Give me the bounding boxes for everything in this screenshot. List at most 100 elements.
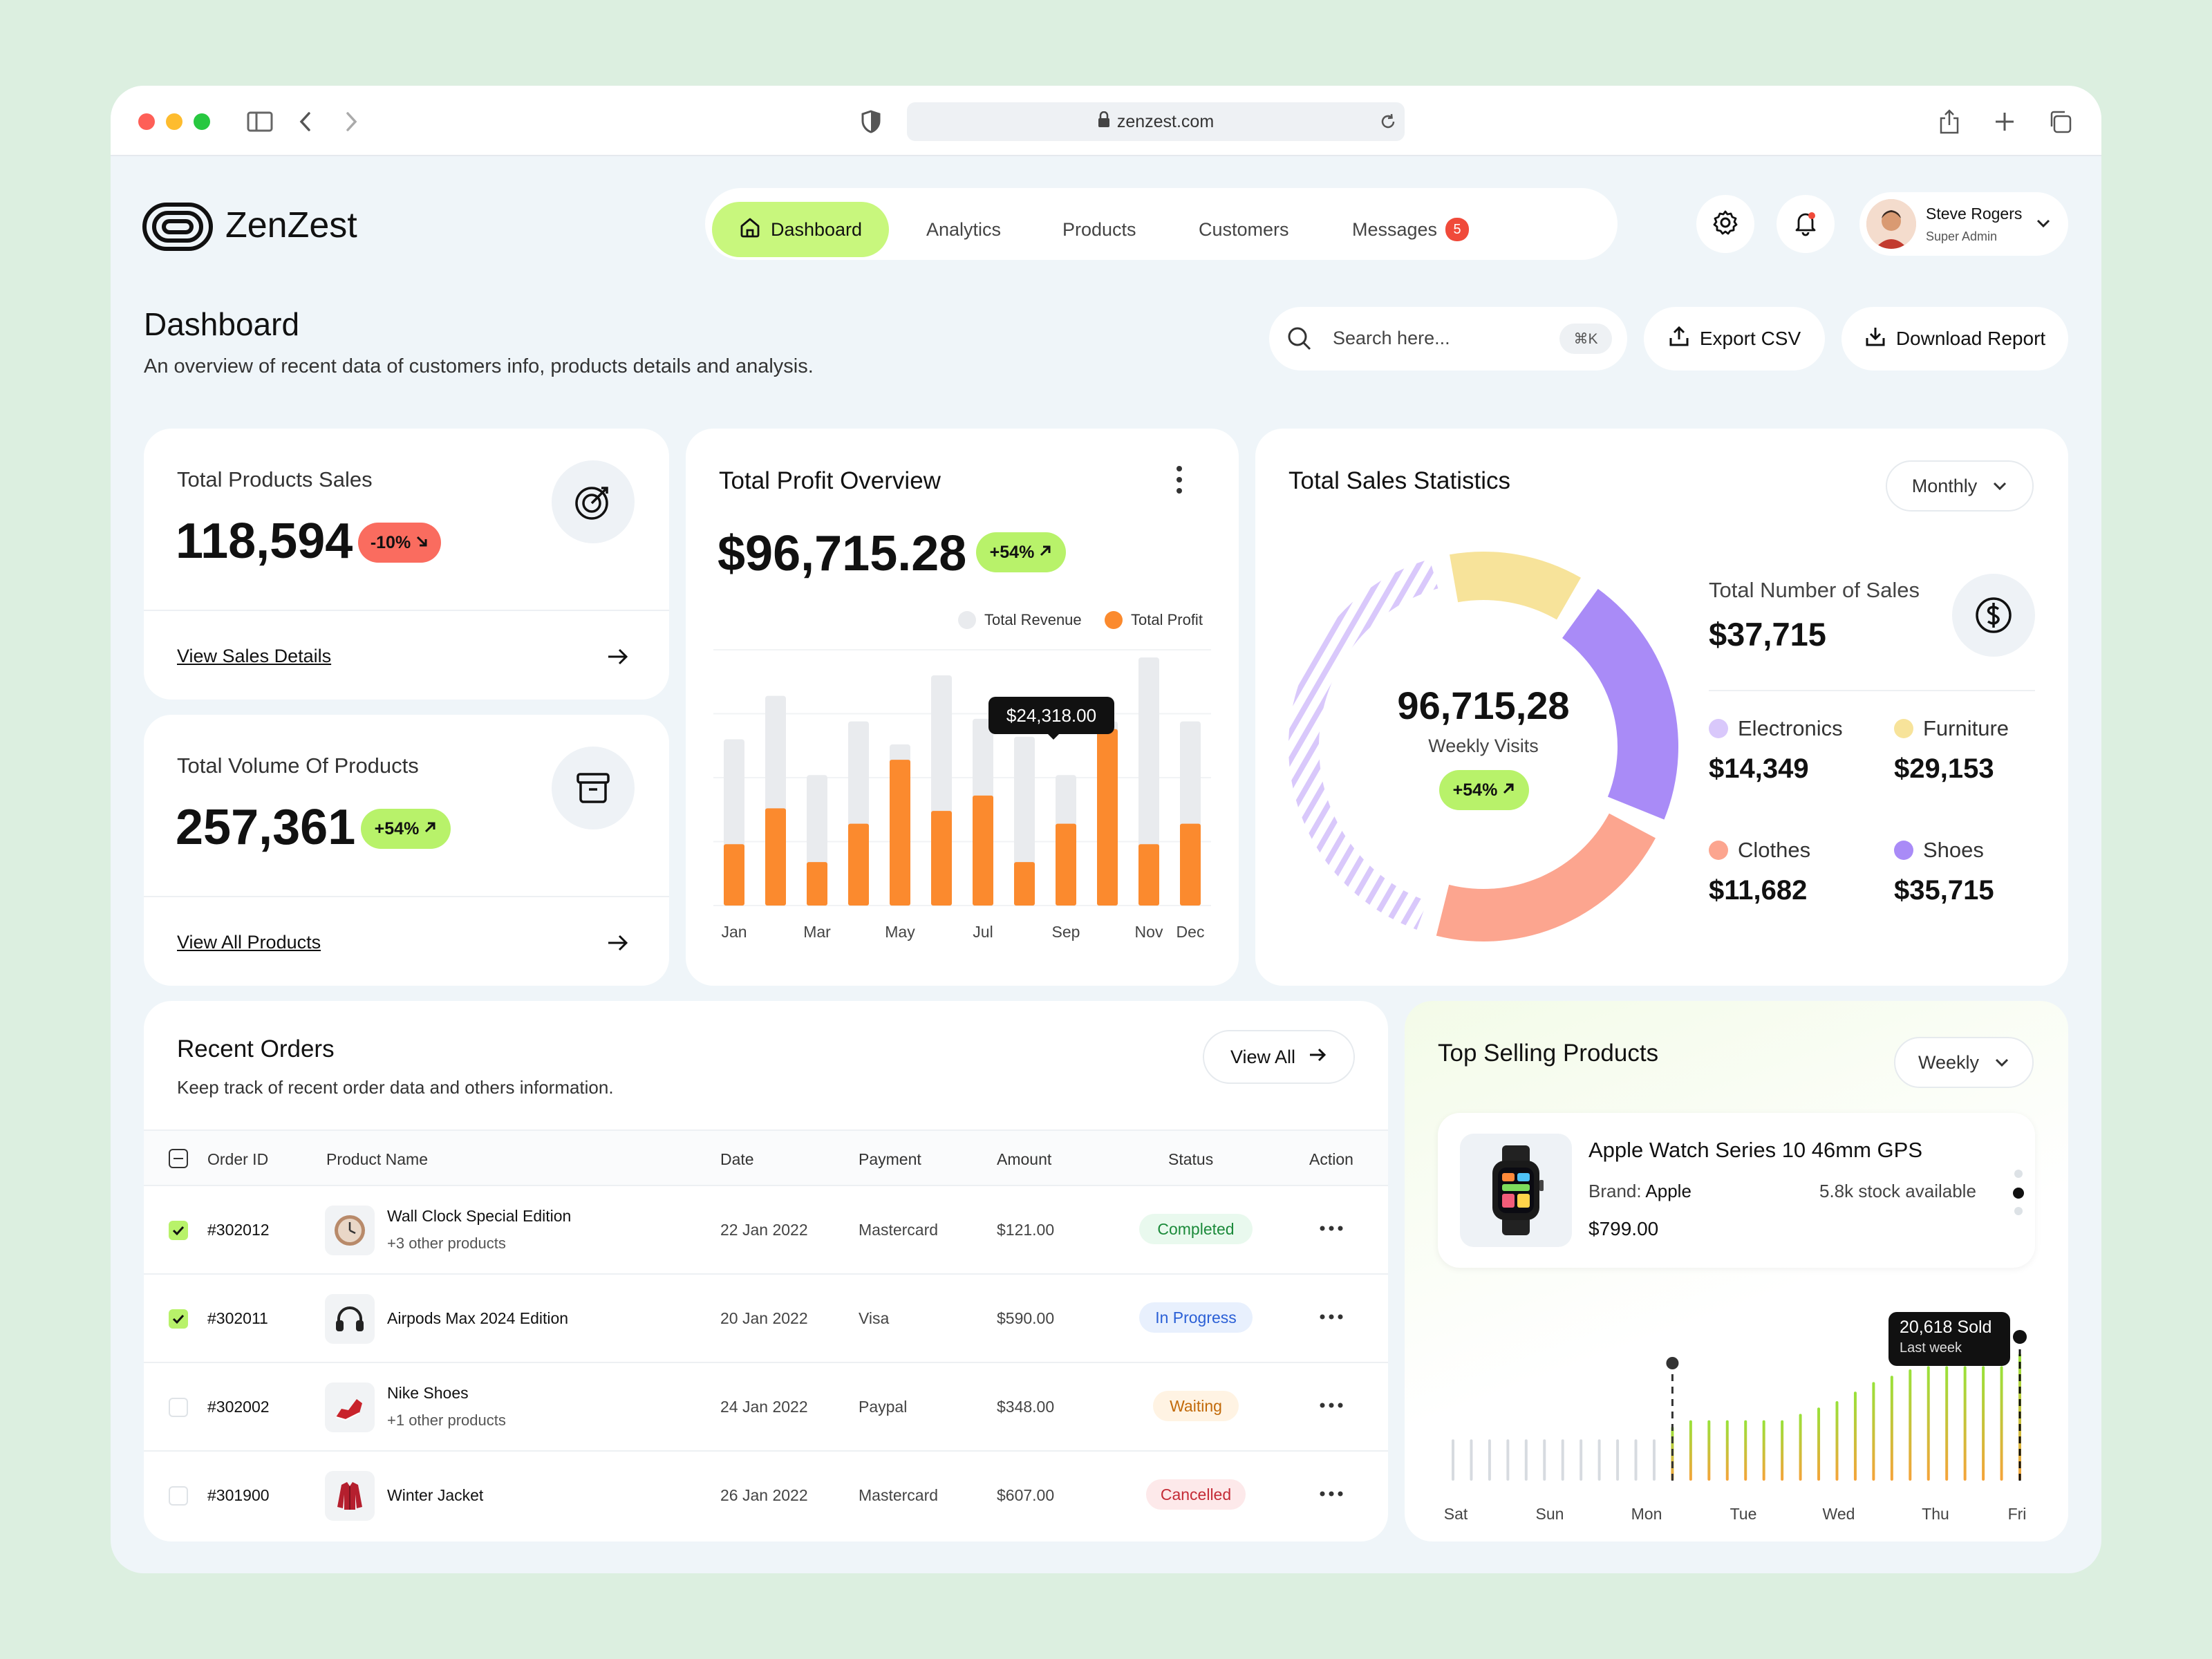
profit-bar-chart: Jan Mar May Jul Sep Nov Dec xyxy=(713,649,1211,941)
product-name[interactable]: Airpods Max 2024 Edition xyxy=(387,1309,569,1327)
stat-electronics: Electronics xyxy=(1709,716,1843,741)
profit-bar xyxy=(1014,862,1035,906)
shield-icon[interactable] xyxy=(856,106,886,137)
more-horizontal-icon[interactable] xyxy=(1319,1312,1344,1324)
header-status[interactable]: Status xyxy=(1168,1150,1214,1168)
furniture-label: Furniture xyxy=(1923,716,2009,740)
maximize-window-button[interactable] xyxy=(194,113,210,130)
minimize-window-button[interactable] xyxy=(166,113,182,130)
new-tab-icon[interactable] xyxy=(1989,106,2020,137)
export-csv-button[interactable]: Export CSV xyxy=(1644,307,1825,371)
arrow-right-icon xyxy=(1308,1045,1327,1069)
legend-revenue-label: Total Revenue xyxy=(984,611,1082,628)
notifications-button[interactable] xyxy=(1777,195,1835,253)
brand-value: Apple xyxy=(1645,1181,1691,1201)
select-all-checkbox[interactable] xyxy=(169,1149,188,1168)
more-horizontal-icon[interactable] xyxy=(1319,1224,1344,1236)
view-all-orders-button[interactable]: View All xyxy=(1203,1030,1355,1084)
more-horizontal-icon[interactable] xyxy=(1319,1489,1344,1501)
weekly-bar xyxy=(1799,1414,1802,1481)
revenue-bar xyxy=(1138,657,1159,906)
tab-analytics[interactable]: Analytics xyxy=(926,218,1002,240)
bell-icon xyxy=(1792,209,1819,240)
weekly-bar xyxy=(1470,1439,1473,1481)
search-box[interactable]: Search here... ⌘K xyxy=(1269,307,1627,371)
stats-period-dropdown[interactable]: Monthly xyxy=(1886,460,2034,512)
orders-subtitle: Keep track of recent order data and othe… xyxy=(177,1077,614,1098)
product-card[interactable]: Apple Watch Series 10 46mm GPS Brand: Ap… xyxy=(1438,1113,2035,1268)
day-label: Sun xyxy=(1536,1505,1564,1523)
more-horizontal-icon[interactable] xyxy=(1319,1400,1344,1413)
header-product-name[interactable]: Product Name xyxy=(326,1150,429,1168)
product-name[interactable]: Nike Shoes xyxy=(387,1384,469,1402)
arrow-right-icon[interactable] xyxy=(606,930,630,959)
tab-messages[interactable]: Messages 5 xyxy=(1352,202,1470,257)
table-row[interactable]: #302011 Airpods Max 2024 Edition 20 Jan … xyxy=(144,1273,1388,1362)
row-checkbox-checked[interactable] xyxy=(169,1221,188,1240)
header-order-id[interactable]: Order ID xyxy=(207,1150,269,1168)
user-menu[interactable]: Steve Rogers Super Admin xyxy=(1859,192,2068,256)
user-name: Steve Rogers xyxy=(1926,205,2023,223)
share-icon[interactable] xyxy=(1934,106,1965,137)
tab-products[interactable]: Products xyxy=(1062,218,1136,240)
weekly-bar xyxy=(1853,1391,1857,1481)
top-period-dropdown[interactable]: Weekly xyxy=(1894,1037,2034,1088)
row-checkbox[interactable] xyxy=(169,1486,188,1506)
download-report-button[interactable]: Download Report xyxy=(1841,307,2068,371)
brand-logo-icon[interactable] xyxy=(142,199,214,254)
address-bar[interactable]: zenzest.com xyxy=(907,102,1405,141)
view-all-products-link[interactable]: View All Products xyxy=(177,932,321,953)
stat-furniture: Furniture xyxy=(1894,716,2009,741)
carousel-dot[interactable] xyxy=(2014,1207,2023,1215)
carousel-dot[interactable] xyxy=(2014,1170,2023,1178)
weekly-bar xyxy=(1762,1420,1765,1481)
brand-label: Brand: xyxy=(1588,1181,1642,1201)
settings-button[interactable] xyxy=(1696,195,1754,253)
divider xyxy=(144,610,669,611)
profit-bar xyxy=(890,760,910,906)
product-name[interactable]: Winter Jacket xyxy=(387,1486,484,1504)
donut-segment-furniture xyxy=(1450,552,1581,620)
day-label: Mon xyxy=(1631,1505,1662,1523)
table-row[interactable]: #302012 Wall Clock Special Edition +3 ot… xyxy=(144,1185,1388,1273)
sidebar-toggle-icon[interactable] xyxy=(245,106,275,137)
shoes-swatch xyxy=(1894,841,1913,860)
weekly-bar xyxy=(1524,1439,1528,1481)
back-icon[interactable] xyxy=(290,106,321,137)
order-date: 22 Jan 2022 xyxy=(720,1221,808,1239)
row-checkbox[interactable] xyxy=(169,1398,188,1417)
day-label: Tue xyxy=(1730,1505,1757,1523)
arrow-right-icon[interactable] xyxy=(606,644,630,673)
profit-tooltip: $24,318.00 xyxy=(988,697,1114,734)
tabs-overview-icon[interactable] xyxy=(2045,106,2075,137)
row-checkbox-checked[interactable] xyxy=(169,1309,188,1329)
weekly-bar xyxy=(1580,1439,1583,1481)
view-sales-details-link[interactable]: View Sales Details xyxy=(177,646,332,666)
reload-icon[interactable] xyxy=(1373,106,1403,137)
legend-revenue-swatch xyxy=(958,611,976,629)
weekly-bar xyxy=(1543,1439,1546,1481)
product-name[interactable]: Wall Clock Special Edition xyxy=(387,1207,572,1225)
tab-customers[interactable]: Customers xyxy=(1199,218,1289,240)
close-window-button[interactable] xyxy=(138,113,155,130)
more-vertical-icon[interactable] xyxy=(1174,463,1185,500)
archive-box-icon xyxy=(552,747,635,830)
tab-dashboard[interactable]: Dashboard xyxy=(712,202,889,257)
search-input[interactable]: Search here... xyxy=(1333,328,1450,348)
sales-donut-chart xyxy=(1288,552,1678,941)
header-amount[interactable]: Amount xyxy=(997,1150,1052,1168)
weekly-bar xyxy=(1872,1382,1875,1481)
profit-value: $96,715.28 xyxy=(718,526,967,581)
shoes-value: $35,715 xyxy=(1894,875,1994,906)
divider xyxy=(1709,690,2035,691)
forward-icon[interactable] xyxy=(336,106,366,137)
header-payment[interactable]: Payment xyxy=(859,1150,921,1168)
status-badge: Waiting xyxy=(1153,1391,1239,1421)
weekly-bar xyxy=(1927,1366,1930,1481)
weekly-bar xyxy=(1963,1366,1967,1481)
header-date[interactable]: Date xyxy=(720,1150,754,1168)
table-row[interactable]: #302002 Nike Shoes +1 other products 24 … xyxy=(144,1362,1388,1450)
table-row[interactable]: #301900 Winter Jacket 26 Jan 2022 Master… xyxy=(144,1450,1388,1539)
page-subtitle: An overview of recent data of customers … xyxy=(144,355,814,377)
carousel-dot-active[interactable] xyxy=(2013,1188,2024,1199)
